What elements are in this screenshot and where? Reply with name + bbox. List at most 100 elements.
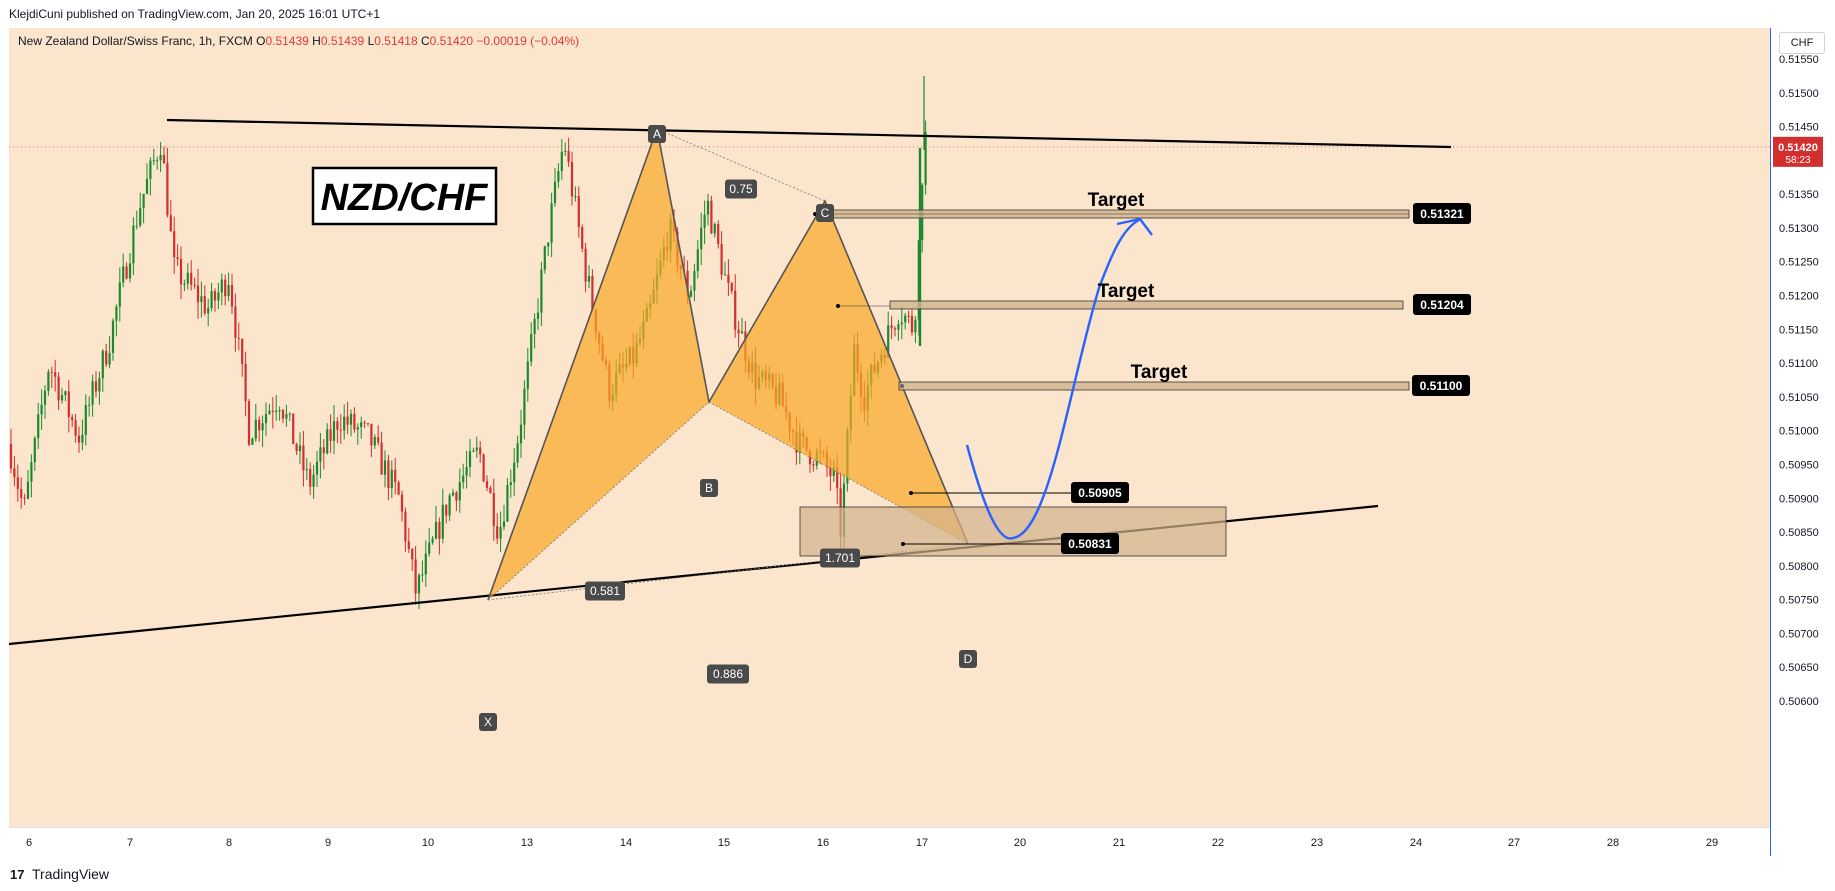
target-dot-3 (900, 384, 904, 388)
candle (411, 547, 414, 572)
pattern-diagonal (656, 128, 826, 202)
candle-body (47, 371, 50, 391)
price-tick: 0.51050 (1779, 392, 1819, 404)
candle-body (693, 271, 696, 291)
candle-body (33, 438, 36, 463)
time-tick: 24 (1410, 837, 1422, 849)
point-label-c: C (816, 204, 834, 222)
candle-body (703, 214, 706, 228)
candle (16, 464, 19, 502)
legend-close: 0.51420 (429, 34, 474, 48)
candle (720, 231, 723, 280)
candle-body (710, 200, 713, 234)
price-tick: 0.51250 (1779, 257, 1819, 269)
candle (360, 416, 363, 439)
candle-body (343, 416, 346, 431)
candle (220, 273, 223, 306)
candle-body (924, 132, 927, 185)
candle-body (37, 414, 40, 439)
candle (519, 409, 523, 459)
price-tick: 0.51000 (1779, 426, 1819, 438)
currency-button[interactable]: CHF (1779, 32, 1825, 54)
candle (516, 435, 519, 468)
candle-body (258, 419, 261, 431)
point-label-x: X (479, 713, 497, 731)
candle (428, 528, 431, 557)
time-scale[interactable]: 6 7 8 9 10 13 14 15 16 17 20 21 22 23 24 27 28 29 (9, 827, 1770, 857)
candle (339, 414, 342, 444)
point-label-b-bg (700, 479, 718, 497)
candle-body (417, 575, 421, 594)
point-label-a: A (648, 125, 666, 143)
chart-area[interactable]: A B C D X 0.75 0.581 1.701 0.886 0.51321 0.51204 0.… (8, 28, 1770, 827)
candle-body (394, 469, 397, 483)
candle (812, 460, 815, 472)
chart-canvas[interactable]: A B C D X 0.75 0.581 1.701 0.886 0.51321 0.51204 0.… (8, 28, 1770, 827)
candle-body (547, 242, 550, 247)
candle (50, 366, 53, 389)
candle (897, 319, 900, 341)
candle (570, 151, 574, 206)
candle-body (706, 200, 710, 215)
candle (108, 336, 111, 369)
candle (547, 242, 550, 257)
legend-change: −0.00019 (−0.04%) (476, 34, 580, 48)
overlay-layer: A B C D X 0.75 0.581 1.701 0.886 0.51321 0.51204 0.… (8, 118, 1770, 731)
candle (689, 285, 693, 298)
candle-body (523, 388, 526, 425)
candle-body (234, 306, 237, 338)
candle (693, 263, 696, 302)
ratio-label-2: 0.581 (585, 581, 625, 601)
candle-body (591, 276, 594, 310)
candle-body (190, 272, 193, 285)
pattern-bcd-fill (709, 201, 968, 544)
candle-body (30, 462, 33, 482)
price-tick: 0.50950 (1779, 459, 1819, 471)
candle-body (268, 410, 271, 414)
candle-body (574, 196, 577, 198)
candle-body (224, 279, 227, 297)
candle-body (730, 283, 733, 291)
price-tick: 0.50850 (1779, 527, 1819, 539)
time-tick: 6 (26, 837, 32, 849)
time-tick: 22 (1212, 837, 1224, 849)
candle (292, 413, 295, 445)
candle-body (530, 333, 533, 362)
candle (244, 351, 247, 417)
candle-body (295, 444, 298, 452)
candle (526, 347, 529, 402)
candle (893, 326, 897, 337)
point-label-c-text: C (821, 206, 830, 220)
candle (553, 167, 557, 207)
candle-body (509, 482, 512, 486)
price-scale[interactable]: CHF 0.515500.515000.514500.514000.513500… (1770, 28, 1835, 856)
candle-body (907, 315, 910, 317)
price-tick: 0.51500 (1779, 88, 1819, 100)
candle-body (557, 170, 560, 182)
candle (33, 436, 36, 471)
candle-body (67, 391, 70, 417)
candle-body (94, 381, 98, 392)
candle-body (431, 538, 434, 543)
candle (584, 242, 587, 293)
time-tick: 7 (127, 837, 133, 849)
candle (88, 396, 91, 417)
candle (533, 313, 536, 349)
candle (550, 192, 553, 258)
candle-body (353, 413, 356, 430)
candle (400, 490, 404, 522)
candle (465, 450, 468, 489)
candle-body (513, 462, 516, 483)
candle (536, 298, 540, 330)
candle (387, 454, 390, 501)
candle-body (434, 521, 438, 539)
candle (217, 283, 220, 310)
candle-body (553, 181, 557, 204)
candle (173, 216, 176, 274)
candle-body (737, 329, 740, 334)
candle-body (519, 424, 523, 444)
candle-body (689, 290, 693, 297)
pattern-diagonal (487, 401, 710, 601)
candle (9, 428, 13, 474)
candle (47, 369, 50, 396)
